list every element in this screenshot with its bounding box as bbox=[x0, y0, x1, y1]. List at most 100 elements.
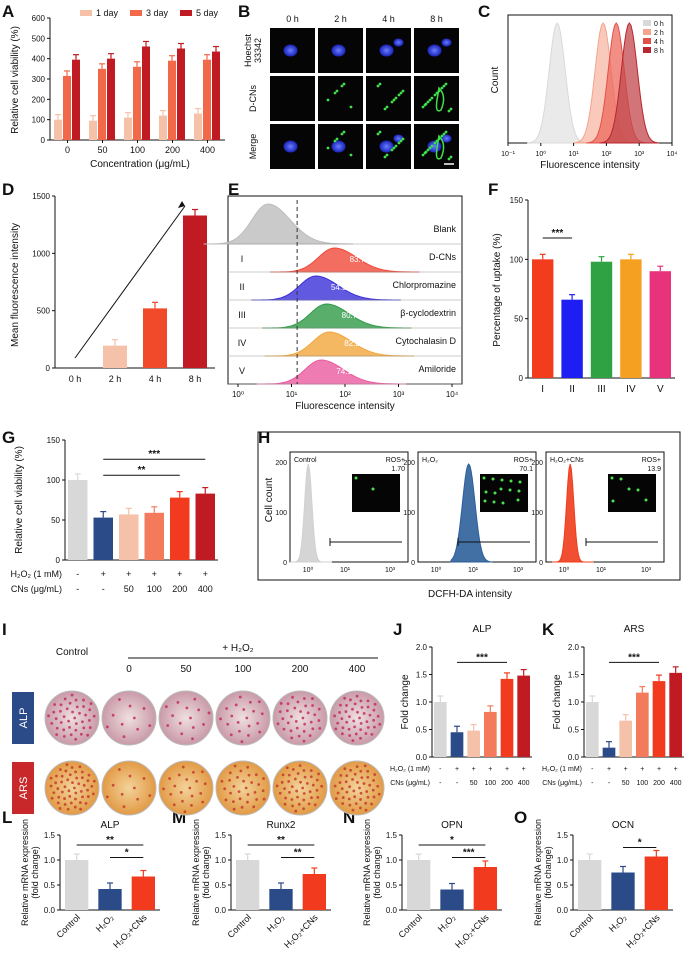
panel-i-stain-spot bbox=[54, 781, 58, 785]
panel-i-stain-spot bbox=[336, 721, 340, 725]
panel-h-y-tick-label: 0 bbox=[411, 560, 415, 567]
panel-g-bar bbox=[170, 497, 190, 560]
panel-e-row-name: Cytochalasin D bbox=[395, 336, 456, 346]
panel-h-inset-spot bbox=[492, 500, 496, 504]
panel-i-stain-spot bbox=[59, 721, 63, 724]
panel-label-f: F bbox=[488, 180, 499, 199]
panel-i-stain-spot bbox=[343, 696, 346, 700]
panel-i-stain-spot bbox=[73, 786, 76, 790]
panel-i-stain-spot bbox=[136, 797, 140, 801]
panel-i-stain-spot bbox=[348, 715, 351, 719]
panel-i-stain-spot bbox=[68, 773, 72, 777]
panel-i-stain-spot bbox=[291, 695, 294, 699]
panel-h-inset-spot bbox=[482, 476, 486, 480]
panel-i-stain-spot bbox=[291, 804, 294, 808]
panel-i-stain-spot bbox=[105, 795, 109, 799]
panel-i-stain-spot bbox=[302, 792, 306, 795]
panel-b-green-spot bbox=[342, 130, 346, 134]
panel-i-stain-spot bbox=[232, 800, 235, 804]
panel-i-well bbox=[329, 760, 385, 816]
panel-i-stain-spot bbox=[348, 734, 352, 737]
panel-i-stain-spot bbox=[297, 802, 301, 806]
panel-i-stain-spot bbox=[290, 715, 293, 718]
panel-label-h: H bbox=[258, 428, 271, 447]
panel-b-green-spot bbox=[385, 153, 389, 157]
panel-b-green-spot bbox=[385, 105, 389, 109]
panel-i-stain-spot bbox=[69, 733, 73, 737]
panel-i-stain-spot bbox=[122, 805, 126, 809]
panel-a-y-tick-label: 200 bbox=[32, 95, 46, 104]
panel-i-stain-spot bbox=[188, 786, 192, 790]
panel-h-y-tick-label: 100 bbox=[531, 510, 543, 517]
panel-j-bar bbox=[450, 732, 464, 757]
panel-i-stain-spot bbox=[252, 709, 256, 713]
panel-i-stain-spot bbox=[86, 733, 90, 737]
panel-i-stain-spot bbox=[200, 770, 204, 774]
panel-h-inset-spot bbox=[610, 476, 614, 480]
panel-c-x-tick-label: 10² bbox=[601, 151, 612, 158]
panel-i-stain-spot bbox=[173, 784, 177, 788]
panel-i-stain-spot bbox=[351, 808, 355, 812]
panel-g-cns-value: - bbox=[102, 584, 105, 594]
panel-a-x-tick-label: 50 bbox=[97, 145, 107, 155]
panel-b-green-spot bbox=[390, 100, 394, 104]
panel-i-concentration-label: 0 bbox=[126, 664, 132, 675]
panel-i-stain-spot bbox=[290, 736, 294, 740]
panel-h-inset-spot bbox=[508, 488, 512, 492]
panel-b-green-spot bbox=[399, 91, 403, 95]
panel-i-stain-spot bbox=[286, 702, 290, 706]
panel-i-stain-spot bbox=[353, 702, 357, 706]
panel-i-stain-spot bbox=[148, 794, 152, 797]
panel-i-stain-spot bbox=[366, 699, 370, 703]
panel-i-stain-spot bbox=[288, 790, 291, 794]
panel-f-x-tick-label: IV bbox=[626, 384, 636, 395]
panel-i-stain-spot bbox=[250, 781, 254, 784]
panel-i-stain-spot bbox=[286, 721, 290, 725]
panel-i-stain-spot bbox=[247, 773, 251, 777]
panel-i-stain-spot bbox=[63, 803, 67, 806]
panel-i-stain-spot bbox=[311, 727, 315, 731]
panel-k-cns-value: - bbox=[591, 780, 594, 787]
panel-i-stain-spot bbox=[364, 801, 368, 805]
mrna-panel-title: Runx2 bbox=[267, 820, 296, 831]
panel-g-y-tick-label: 50 bbox=[51, 516, 60, 525]
panel-i-stain-spot bbox=[52, 710, 56, 714]
panel-k-bar bbox=[586, 702, 599, 757]
panel-i-stain-spot bbox=[88, 726, 92, 729]
mrna-panel-x-tick-label: H₂O₂ bbox=[94, 912, 116, 934]
panel-i-stain-spot bbox=[316, 795, 320, 799]
panel-k-chart: ARS 0.0 0.5 1.0 1.5 2.0 - - + - +50 +100 +200 +400 ***… bbox=[542, 624, 684, 787]
panel-h-inset-spot bbox=[500, 478, 504, 482]
mrna-panel-x-tick-label: H₂O₂ bbox=[265, 912, 287, 934]
panel-i-stain-spot bbox=[368, 783, 372, 787]
panel-i-stain-spot bbox=[378, 722, 382, 726]
panel-i-stain-spot bbox=[359, 791, 363, 795]
panel-i-stain-spot bbox=[255, 798, 259, 801]
panel-c-legend-label: 0 h bbox=[654, 21, 664, 28]
mrna-panel-bar bbox=[98, 889, 122, 910]
mrna-panel-y-tick-label: 0.0 bbox=[215, 906, 227, 915]
panel-i-stain-spot bbox=[52, 791, 56, 795]
panel-i-control-label: Control bbox=[56, 647, 88, 658]
panel-i-stain-spot bbox=[252, 805, 256, 809]
panel-i-stain-spot bbox=[366, 705, 370, 709]
panel-i-stain-spot bbox=[338, 711, 341, 714]
panel-d-x-tick-label: 4 h bbox=[149, 374, 162, 384]
panel-i-stain-spot bbox=[70, 693, 74, 697]
panel-i-stain-spot bbox=[260, 712, 264, 716]
panel-b-green-spot bbox=[333, 139, 337, 143]
panel-i-stain-spot bbox=[372, 718, 376, 722]
panel-i-stain-spot bbox=[239, 769, 243, 773]
panel-h-x-tick-label: 10⁰ bbox=[303, 566, 314, 574]
panel-h-x-tick-label: 10⁰ bbox=[431, 566, 442, 574]
panel-e-ridgeline: Blank D-CNs I 83.7% Chlorpromazine II 54.3% β-c… bbox=[203, 195, 463, 412]
panel-i-stain-spot bbox=[224, 798, 228, 802]
panel-b-column-label: 2 h bbox=[334, 14, 347, 24]
panel-j-cns-value: - bbox=[456, 780, 459, 787]
mrna-panel-y-tick-label: 1.0 bbox=[557, 856, 569, 865]
mrna-panel-significance-stars: ** bbox=[277, 835, 285, 846]
panel-i-stain-spot bbox=[132, 716, 136, 720]
panel-j-cns-value: 100 bbox=[484, 780, 496, 787]
panel-g-h2o2-value: + bbox=[152, 569, 157, 579]
panel-i-stain-spot bbox=[309, 720, 313, 724]
